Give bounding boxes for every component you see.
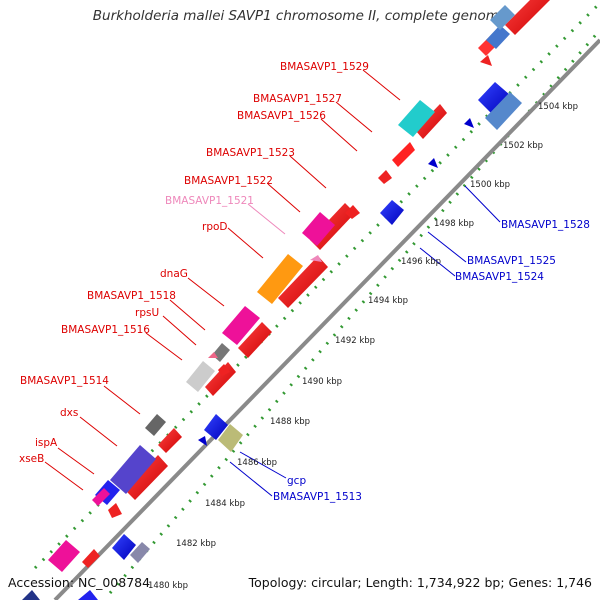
gene-label[interactable]: rpoD [202, 221, 228, 233]
gene-label[interactable]: BMASAVP1_1528 [501, 219, 590, 231]
genome-summary: Topology: circular; Length: 1,734,922 bp… [248, 575, 592, 590]
tick-label-1500: 1500 kbp [470, 180, 510, 190]
gene-small[interactable] [480, 55, 492, 66]
gene-small[interactable] [345, 205, 360, 219]
gene-box-magenta[interactable] [48, 540, 80, 572]
gene-box-olive[interactable] [218, 424, 243, 452]
map-title: Burkholderia mallei SAVP1 chromosome II,… [92, 8, 508, 24]
tick-label-1486: 1486 kbp [237, 458, 277, 468]
gene-label[interactable]: rpsU [135, 307, 159, 319]
gene-arrow-rev[interactable] [428, 158, 438, 168]
tick-label-1496: 1496 kbp [401, 257, 441, 267]
gene-box-indigo[interactable] [110, 445, 156, 494]
gene-arrow-rev[interactable] [478, 82, 510, 114]
gene-arrow-rev[interactable] [198, 436, 207, 446]
gene-arrow[interactable] [238, 322, 272, 358]
gene-box-blue[interactable] [490, 5, 515, 30]
gene-small[interactable] [208, 352, 218, 358]
gene-box-lightgrey[interactable] [186, 361, 215, 392]
gene-label[interactable]: BMASAVP1_1522 [184, 175, 273, 187]
gene-arrow-rev[interactable] [380, 200, 404, 225]
gene-label[interactable]: BMASAVP1_1521 [165, 195, 254, 207]
tick-label-1484: 1484 kbp [205, 499, 245, 509]
gene-box-grey[interactable] [145, 414, 166, 436]
gene-label[interactable]: dxs [60, 407, 78, 419]
gene-arrow[interactable] [415, 104, 447, 139]
tick-label-1494: 1494 kbp [368, 296, 408, 306]
gene-box-magenta[interactable] [92, 488, 110, 506]
gene-arrow[interactable] [82, 549, 100, 568]
scale-tick-labels: 1480 kbp 1482 kbp 1484 kbp 1486 kbp 1488… [148, 102, 578, 591]
gene-small[interactable] [108, 503, 122, 518]
gene-label[interactable]: BMASAVP1_1514 [20, 375, 109, 387]
gene-arrow[interactable] [125, 455, 168, 500]
tick-label-1480: 1480 kbp [148, 581, 188, 591]
reverse-gene-labels: BMASAVP1_1528 BMASAVP1_1525 BMASAVP1_152… [273, 219, 590, 503]
gene-arrow[interactable] [278, 256, 328, 308]
tick-label-1482: 1482 kbp [176, 539, 216, 549]
tick-label-1488: 1488 kbp [270, 417, 310, 427]
chromosome-backbone [53, 38, 600, 600]
gene-arrow-rev[interactable] [485, 92, 522, 130]
gene-box-cyan[interactable] [398, 100, 435, 137]
gene-label[interactable]: gcp [287, 475, 306, 487]
gene-label[interactable]: dnaG [160, 268, 188, 280]
gene-box-blue[interactable] [486, 25, 510, 49]
gene-box-magenta[interactable] [302, 212, 335, 246]
gene-label[interactable]: BMASAVP1_1518 [87, 290, 176, 302]
gene-label[interactable]: BMASAVP1_1525 [467, 255, 556, 267]
gene-label[interactable]: ispA [35, 437, 58, 449]
tick-label-1490: 1490 kbp [302, 377, 342, 387]
gene-arrow-rev[interactable] [464, 118, 474, 128]
gene-box-blue[interactable] [22, 590, 40, 600]
gene-label[interactable]: BMASAVP1_1524 [455, 271, 544, 283]
gene-label[interactable]: BMASAVP1_1516 [61, 324, 150, 336]
tick-label-1504: 1504 kbp [538, 102, 578, 112]
gene-box-blue[interactable] [78, 590, 98, 600]
gene-label[interactable]: BMASAVP1_1513 [273, 491, 362, 503]
gene-small[interactable] [218, 364, 230, 376]
gene-arrow[interactable] [158, 428, 182, 453]
gene-arrow[interactable] [505, 0, 550, 35]
forward-gene-labels: BMASAVP1_1529 BMASAVP1_1527 BMASAVP1_152… [19, 61, 369, 465]
reverse-genes [22, 5, 522, 600]
gene-box-grey[interactable] [130, 542, 150, 563]
gene-arrow-rev[interactable] [112, 534, 136, 560]
gene-box-magenta[interactable] [222, 306, 260, 345]
callout-lines [44, 69, 501, 497]
gene-label[interactable]: BMASAVP1_1527 [253, 93, 342, 105]
gene-arrow-rev[interactable] [204, 414, 228, 440]
gene-small[interactable] [310, 255, 322, 262]
gene-label[interactable]: BMASAVP1_1523 [206, 147, 295, 159]
gene-label[interactable]: xseB [19, 453, 44, 465]
forward-genes [48, 0, 550, 572]
gene-box-orange[interactable] [257, 254, 303, 304]
gene-box-grey[interactable] [212, 343, 230, 362]
gene-label[interactable]: BMASAVP1_1529 [280, 61, 369, 73]
accession-label: Accession: NC_008784 [8, 575, 151, 590]
tick-label-1502: 1502 kbp [503, 141, 543, 151]
gene-label[interactable]: BMASAVP1_1526 [237, 110, 326, 122]
gene-arrow[interactable] [392, 142, 415, 167]
tick-label-1492: 1492 kbp [335, 336, 375, 346]
tick-label-1498: 1498 kbp [434, 219, 474, 229]
gene-small[interactable] [378, 170, 392, 184]
